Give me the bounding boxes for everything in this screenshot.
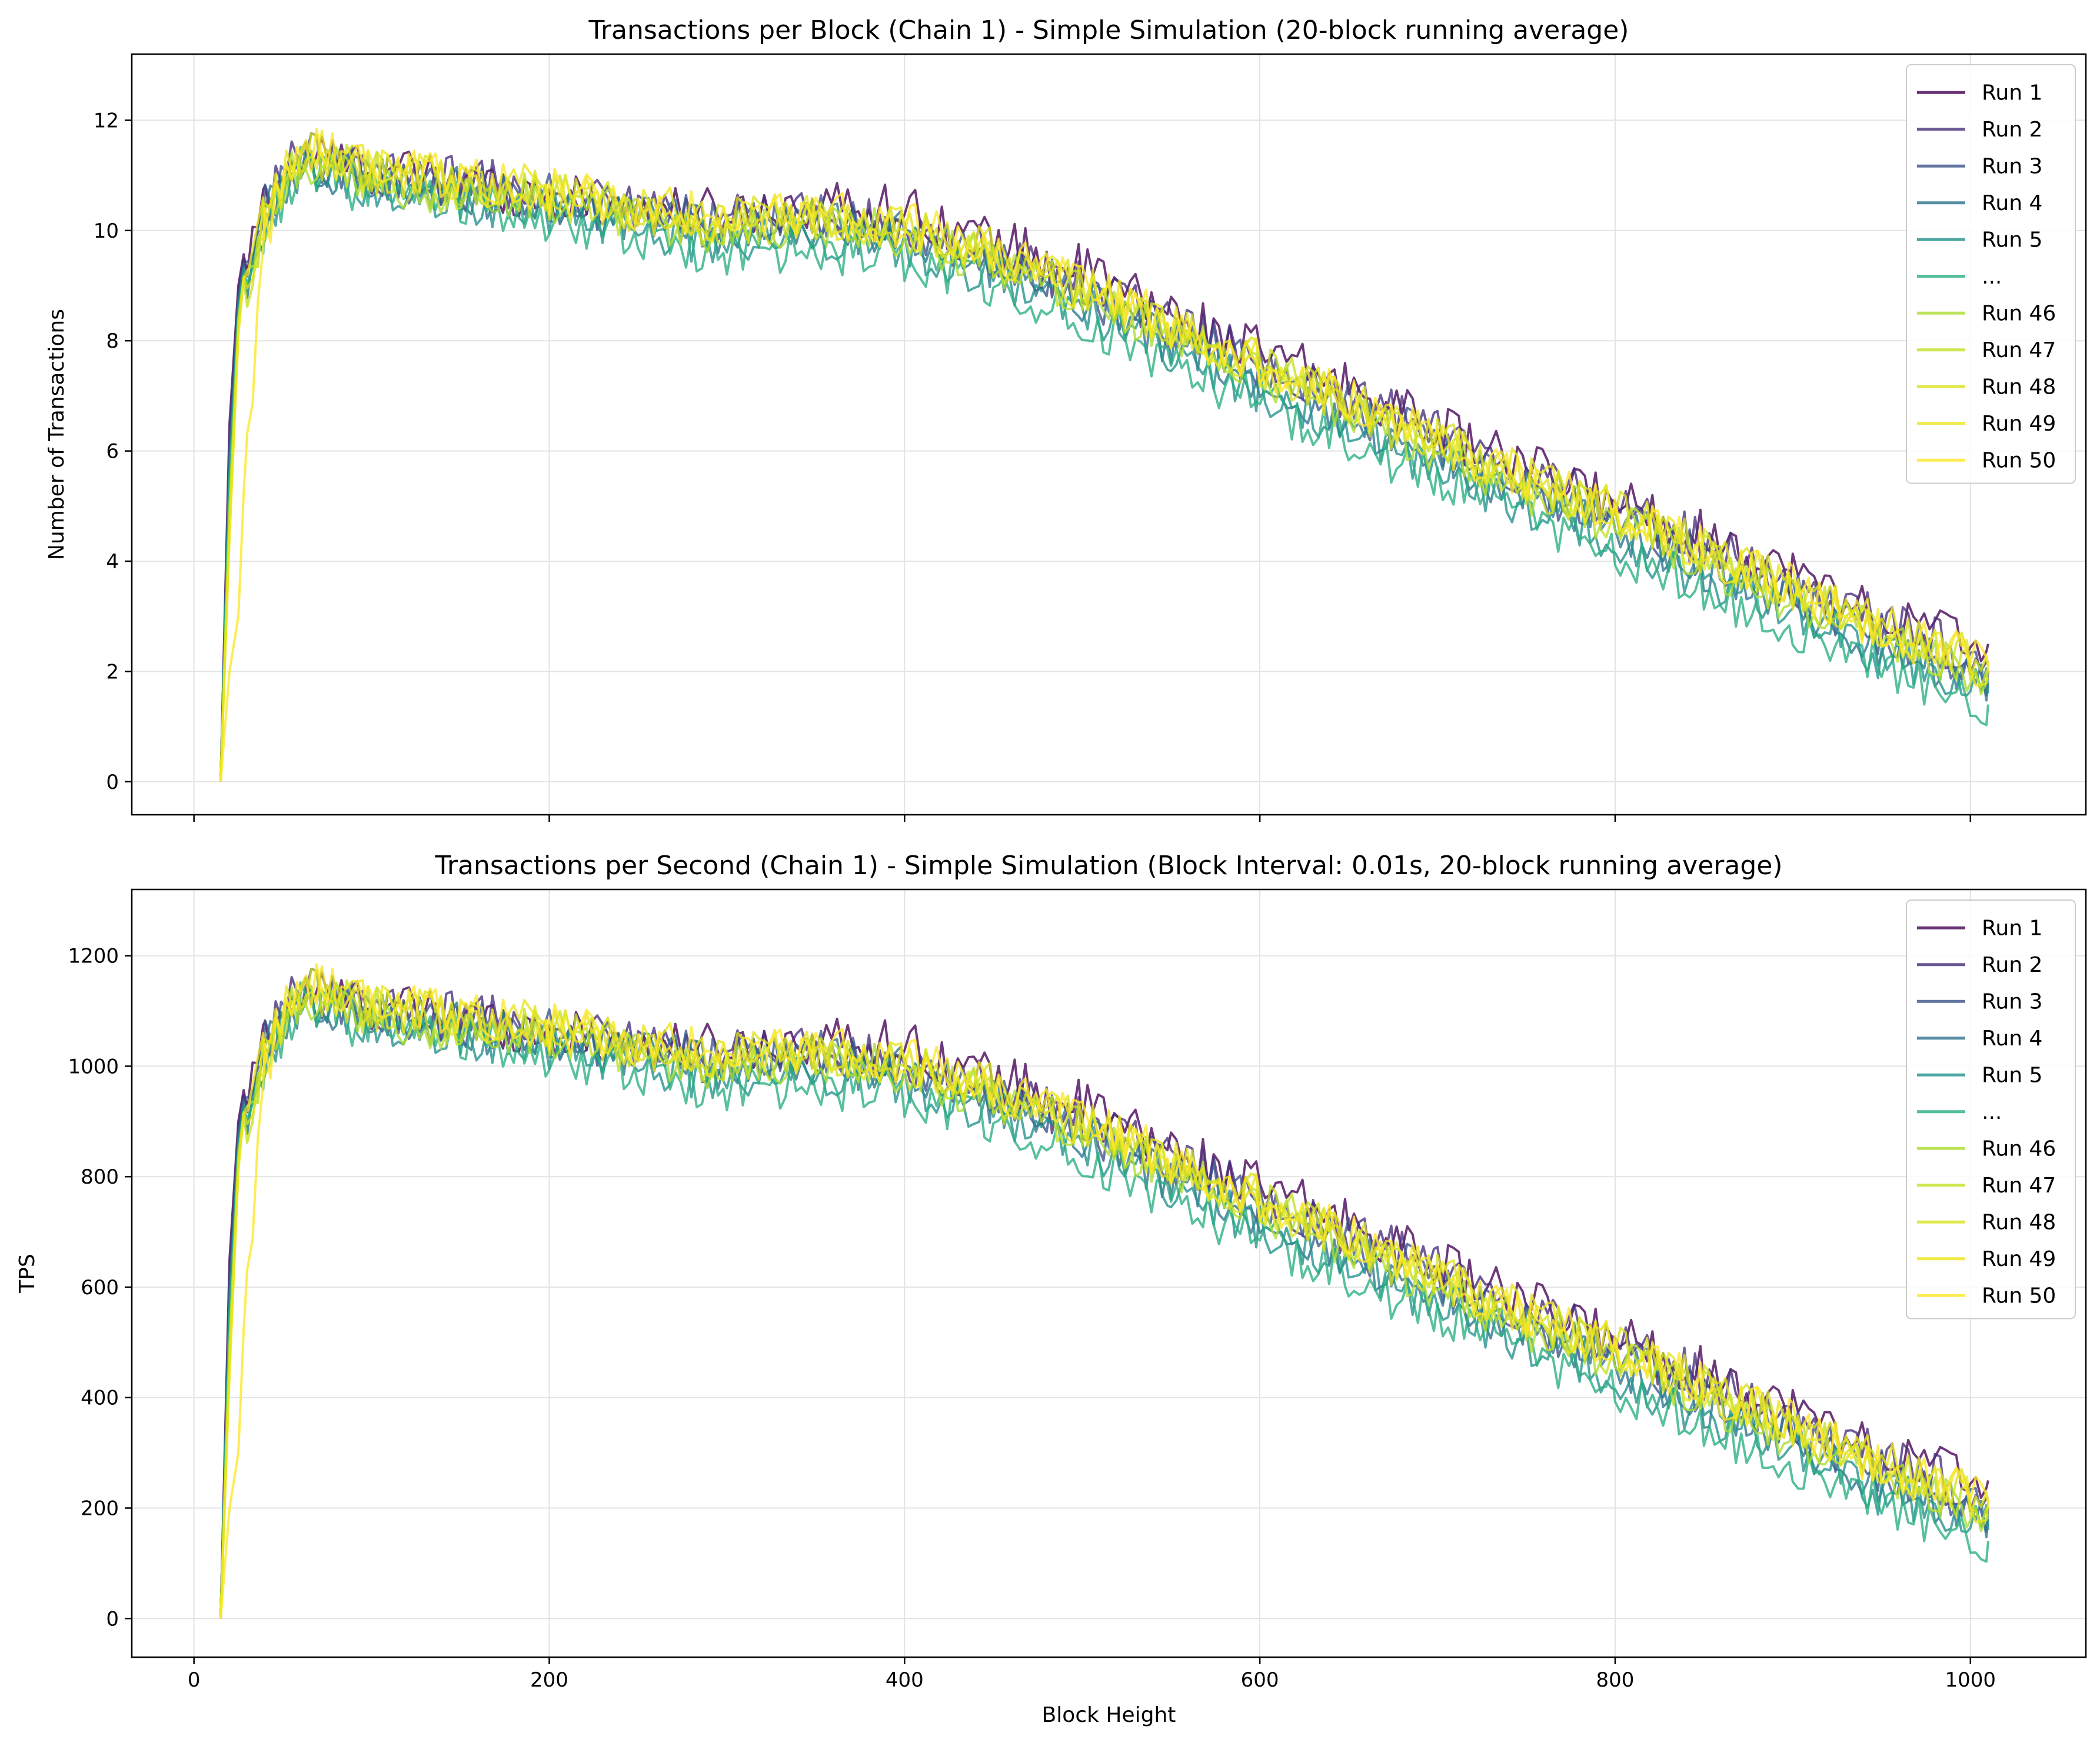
series-line-3 [219,139,1989,782]
legend-label: Run 5 [1982,1063,2042,1087]
legend-label: Run 46 [1982,301,2056,325]
legend: Run 1 Run 2 Run 3 Run 4 Run 5... Run 46 Run 47… [1906,64,2076,484]
legend-label: Run 3 [1982,989,2042,1014]
series-line-3 [219,975,1989,1619]
legend-label: ... [1982,265,2002,289]
legend-box [1906,64,2076,484]
y-tick-label: 800 [81,1165,119,1189]
x-tick-label: 400 [886,1668,924,1692]
axes-frame [131,53,2087,816]
legend-box [1906,899,2076,1320]
legend-label: Run 3 [1982,154,2042,178]
series-lines [219,127,1989,782]
legend-label: Run 46 [1982,1137,2056,1161]
legend-label: Run 50 [1982,448,2056,472]
series-line-5 [219,985,1989,1619]
x-tick-label: 200 [530,1668,568,1692]
series-line-9 [219,151,1989,782]
legend-label: Run 5 [1982,228,2042,252]
legend-label: Run 47 [1982,338,2056,362]
series-line-11 [219,963,1989,1619]
legend-label: Run 1 [1982,916,2042,940]
y-tick-label: 0 [106,1607,119,1631]
series-lines [219,963,1989,1619]
series-line-6 [219,145,1989,782]
legend-label: Run 49 [1982,412,2056,436]
y-axis-label: Number of Transactions [45,309,69,560]
y-tick-label: 400 [81,1387,119,1410]
y-tick-label: 8 [106,329,119,353]
legend-label: Run 48 [1982,1210,2056,1234]
x-axis-label: Block Height [1042,1703,1176,1727]
series-line-7 [219,982,1989,1619]
y-tick-label: 6 [106,440,119,464]
chart-title: Transactions per Second (Chain 1) - Simp… [434,851,1782,881]
y-tick-label: 10 [94,219,119,243]
y-tick-label: 200 [81,1497,119,1521]
series-line-9 [219,986,1989,1619]
legend-label: Run 49 [1982,1247,2056,1271]
y-tick-label: 4 [106,550,119,574]
series-line-10 [219,129,1989,782]
y-tick-label: 0 [106,771,119,794]
y-tick-label: 12 [94,109,119,132]
series-line-4 [219,141,1989,782]
legend-label: Run 50 [1982,1284,2056,1308]
series-line-7 [219,146,1989,782]
y-tick-label: 600 [81,1276,119,1299]
legend-label: Run 4 [1982,191,2042,215]
series-line-11 [219,127,1989,782]
legend-label: Run 4 [1982,1027,2042,1051]
series-line-1 [219,136,1989,782]
legend-label: Run 2 [1982,953,2042,977]
legend-label: Run 47 [1982,1174,2056,1198]
y-tick-label: 1200 [68,945,119,968]
series-line-1 [219,971,1989,1619]
y-tick-label: 2 [106,660,119,684]
series-line-4 [219,977,1989,1619]
y-tick-label: 1000 [68,1055,119,1078]
series-line-5 [219,149,1989,782]
legend-label: Run 2 [1982,118,2042,142]
series-line-6 [219,981,1989,1619]
panel-1: 0 2 4 6 8 10 12 Transactions per Block (Chain 1… [45,15,2087,822]
series-line-10 [219,965,1989,1619]
axes-frame [131,888,2087,1658]
panel-2: 0 200 400 600 800 1000 0 200 400 600 800 1000 1200 Tr… [15,851,2087,1727]
x-tick-label: 1000 [1945,1668,1996,1692]
x-tick-label: 0 [188,1668,201,1692]
x-tick-label: 800 [1596,1668,1634,1692]
y-axis-label: TPS [15,1254,39,1294]
legend-label: ... [1982,1100,2002,1124]
legend-label: Run 48 [1982,375,2056,399]
chart-title: Transactions per Block (Chain 1) - Simpl… [588,15,1629,45]
x-tick-label: 600 [1241,1668,1279,1692]
legend: Run 1 Run 2 Run 3 Run 4 Run 5... Run 46 Run 47… [1906,899,2076,1320]
legend-label: Run 1 [1982,81,2042,105]
